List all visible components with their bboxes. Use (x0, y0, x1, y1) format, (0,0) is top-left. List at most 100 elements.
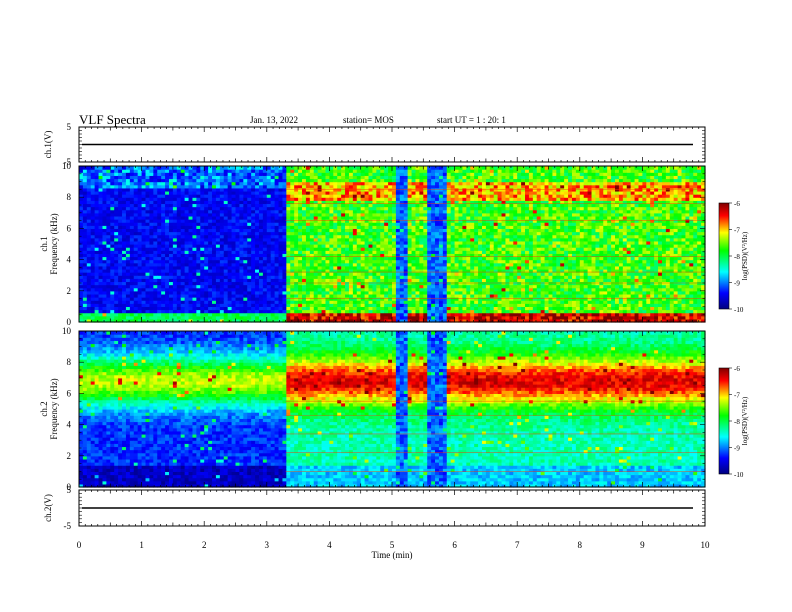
spectrogram-cell (329, 234, 334, 239)
spectrogram-cell (168, 190, 174, 195)
spectrogram-cell (325, 293, 330, 298)
spectrogram-cell (196, 247, 201, 251)
spectrogram-cell (235, 234, 241, 239)
spectrogram-cell (239, 300, 244, 304)
spectrogram-cell (184, 197, 190, 201)
spectrogram-cell (321, 309, 327, 314)
spectrogram-cell (384, 222, 389, 226)
spectrogram-cell (258, 212, 264, 217)
spectrogram-cell (137, 209, 143, 214)
spectrogram-cell (333, 287, 338, 292)
spectrogram-cell (118, 268, 123, 273)
spectrogram-cell (227, 275, 233, 279)
spectrogram-cell (427, 272, 432, 276)
spectrogram-cell (298, 197, 303, 201)
spectrogram-cell (215, 166, 221, 170)
spectrogram-cell (82, 247, 88, 251)
spectrogram-cell (356, 272, 362, 276)
spectrogram-cell (278, 306, 284, 311)
spectrogram-cell (352, 200, 358, 205)
spectrogram-cell (133, 253, 139, 258)
spectrogram-cell (94, 259, 100, 264)
spectrogram-cell (122, 265, 127, 270)
spectrogram-cell (176, 231, 182, 236)
spectrogram-cell (157, 256, 162, 261)
spectrogram-cell (149, 187, 154, 192)
spectrogram-cell (133, 297, 139, 301)
spectrogram-cell (204, 215, 209, 220)
spectrogram-cell (172, 222, 178, 226)
spectrogram-cell (446, 265, 452, 270)
spectrogram-cell (102, 284, 107, 289)
spectrogram-cell (137, 200, 143, 205)
spectrogram-cell (376, 303, 381, 307)
spectrogram-cell (356, 256, 362, 261)
spectrogram-cell (392, 172, 397, 176)
spectrogram-cell (341, 206, 346, 211)
spectrogram-cell (215, 194, 221, 198)
spectrogram-cell (352, 231, 358, 236)
spectrogram-cell (302, 259, 307, 264)
spectrogram-cell (98, 209, 104, 214)
spectrogram-cell (98, 237, 104, 242)
spectrogram-cell (114, 272, 119, 276)
spectrogram-cell (341, 234, 346, 239)
spectrogram-cell (212, 166, 217, 170)
spectrogram-cell (341, 225, 346, 229)
spectrogram-cell (251, 287, 256, 292)
spectrogram-cell (423, 197, 428, 201)
spectrogram-cell (243, 250, 248, 254)
spectrogram-cell (321, 312, 327, 317)
spectrogram-cell (435, 203, 440, 208)
spectrogram-cell (407, 253, 413, 258)
spectrogram-cell (376, 178, 381, 183)
spectrogram-cell (368, 300, 374, 304)
spectrogram-cell (364, 240, 370, 245)
spectrogram-cell (411, 303, 417, 307)
spectrogram-cell (341, 312, 346, 317)
spectrogram-cell (423, 178, 428, 183)
spectrogram-cell (345, 262, 350, 267)
spectrogram-cell (411, 203, 417, 208)
spectrogram-cell (431, 222, 436, 226)
spectrogram-cell (141, 215, 147, 220)
spectrogram-cell (266, 184, 272, 189)
spectrogram-cell (395, 228, 401, 233)
spectrogram-cell (184, 215, 190, 220)
spectrogram-cell (337, 228, 342, 233)
spectrogram-cell (356, 315, 362, 320)
spectrogram-cell (294, 225, 299, 229)
spectrogram-cell (153, 212, 158, 217)
spectrogram-cell (278, 190, 284, 195)
spectrogram-cell (102, 222, 107, 226)
spectrogram-cell (231, 209, 237, 214)
spectrogram-cell (94, 194, 100, 198)
spectrogram-cell (196, 315, 201, 320)
spectrogram-cell (114, 222, 119, 226)
spectrogram-cell (172, 212, 178, 217)
spectrogram-cell (215, 200, 221, 205)
spectrogram-cell (399, 300, 405, 304)
spectrogram-cell (376, 272, 381, 276)
spectrogram-cell (266, 247, 272, 251)
spectrogram-cell (392, 244, 397, 248)
spectrogram-cell (388, 293, 393, 298)
spectrogram-cell (208, 278, 213, 283)
spectrogram-cell (172, 278, 178, 283)
spectrogram-cell (231, 169, 237, 173)
spectrogram-cell (188, 206, 194, 211)
spectrogram-cell (317, 303, 323, 307)
spectrogram-cell (435, 250, 440, 254)
spectrogram-cell (392, 250, 397, 254)
spectrogram-cell (321, 265, 327, 270)
spectrogram-cell (309, 178, 315, 183)
spectrogram-cell (438, 293, 444, 298)
spectrogram-cell (423, 290, 428, 295)
spectrogram-cell (192, 265, 197, 270)
spectrogram-cell (446, 197, 452, 201)
spectrogram-cell (435, 268, 440, 273)
spectrogram-cell (118, 240, 123, 245)
spectrogram-cell (125, 290, 131, 295)
spectrogram-cell (431, 169, 436, 173)
spectrogram-cell (266, 209, 272, 214)
